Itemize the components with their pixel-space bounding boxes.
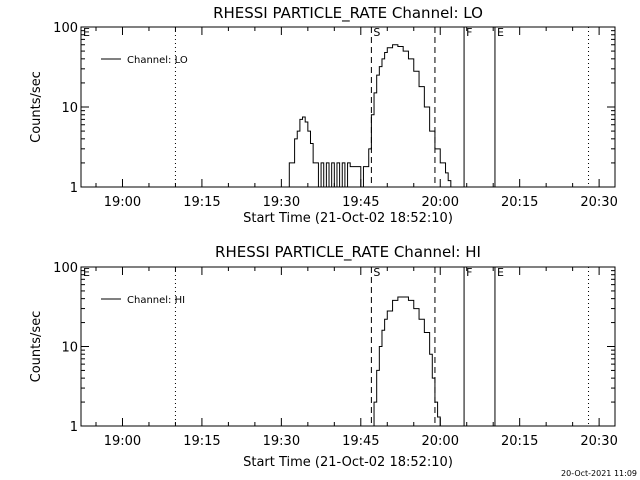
x-tick-label: 19:00 — [104, 195, 141, 210]
y-tick-label: 100 — [53, 21, 78, 36]
y-tick-label: 1 — [70, 181, 78, 196]
event-marker-label: S — [373, 26, 380, 39]
x-axis-title: Start Time (21-Oct-02 18:52:10) — [243, 211, 453, 226]
chart-panel-1: RHESSI PARTICLE_RATE Channel: LO 1 10 100 Co… — [29, 4, 618, 226]
chart-panel-2: RHESSI PARTICLE_RATE Channel: HI 1 10 100 Co… — [29, 243, 618, 470]
x-tick-label: 20:00 — [422, 434, 459, 449]
x-tick-label: 20:30 — [580, 195, 617, 210]
x-tick-label: 19:15 — [183, 195, 220, 210]
y-tick-label: 10 — [61, 101, 78, 116]
chart-title: RHESSI PARTICLE_RATE Channel: HI — [215, 243, 481, 262]
x-tick-label: 20:15 — [501, 434, 538, 449]
x-axis-title: Start Time (21-Oct-02 18:52:10) — [243, 455, 453, 470]
y-tick-label: 1 — [70, 420, 78, 435]
y-tick-label: 10 — [61, 341, 78, 356]
x-tick-label: 20:30 — [580, 434, 617, 449]
chart-title: RHESSI PARTICLE_RATE Channel: LO — [213, 4, 483, 23]
event-marker-label: E — [83, 26, 90, 39]
plot-frame — [80, 266, 616, 427]
x-tick-label: 19:15 — [183, 434, 220, 449]
event-marker-label: E — [83, 266, 90, 279]
x-tick-label: 19:30 — [263, 434, 300, 449]
x-tick-label: 20:15 — [501, 195, 538, 210]
legend-label: Channel: HI — [127, 295, 185, 306]
date-stamp: 20-Oct-2021 11:09 — [561, 469, 637, 478]
event-marker-label: F — [466, 266, 472, 279]
x-tick-label: 20:00 — [422, 195, 459, 210]
event-marker-label: F — [466, 26, 472, 39]
series-line — [286, 44, 454, 188]
event-marker-label: E — [497, 266, 504, 279]
y-tick-label: 100 — [53, 261, 78, 276]
y-axis-title: Counts/sec — [29, 71, 44, 143]
y-axis-title: Counts/sec — [29, 311, 44, 383]
x-tick-label: 19:00 — [104, 434, 141, 449]
event-marker-label: E — [497, 26, 504, 39]
x-tick-label: 19:45 — [342, 195, 379, 210]
x-tick-label: 19:45 — [342, 434, 379, 449]
series-line — [371, 296, 441, 427]
x-tick-label: 19:30 — [263, 195, 300, 210]
legend-label: Channel: LO — [127, 55, 188, 66]
event-marker-label: S — [373, 266, 380, 279]
